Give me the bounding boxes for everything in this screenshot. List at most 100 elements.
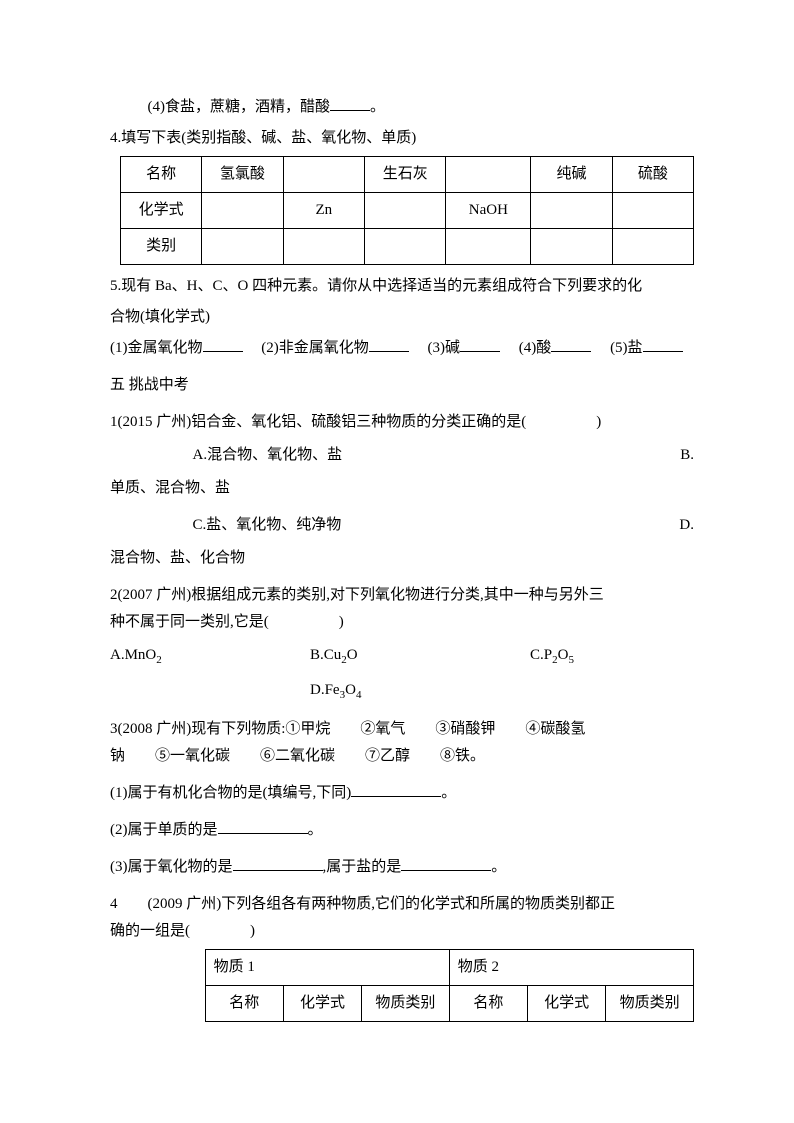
blank-fill[interactable] — [330, 95, 370, 111]
e1-d-label: D. — [679, 512, 694, 539]
item-4-line: (4)食盐，蔗糖，酒精，醋酸 。 — [110, 94, 694, 121]
blank-fill[interactable] — [203, 336, 243, 352]
e2-c: C.P2O5 — [530, 642, 574, 671]
t1-cell[interactable] — [202, 193, 283, 229]
t2-empty — [150, 949, 205, 985]
t1-cell[interactable] — [531, 193, 612, 229]
t1-cell: 类别 — [121, 229, 202, 265]
t2-h1: 物质 1 — [205, 949, 449, 985]
blank-fill[interactable] — [643, 336, 683, 352]
e1-stem: 1(2015 广州)铝合金、氧化铝、硫酸铝三种物质的分类正确的是( — [110, 414, 526, 430]
blank-fill[interactable] — [460, 336, 500, 352]
t1-cell[interactable] — [202, 229, 283, 265]
e2-stem2-wrap: 种不属于同一类别,它是() — [110, 609, 694, 636]
e2-stem2: 种不属于同一类别,它是( — [110, 614, 269, 630]
e2-d-mid: O — [345, 682, 356, 698]
q5-stem2: 合物(填化学式) — [110, 304, 694, 331]
t2-c: 化学式 — [283, 985, 361, 1021]
q5-parts: (1)金属氧化物 (2)非金属氧化物 (3)碱 (4)酸 (5)盐 — [110, 335, 694, 362]
t1-cell[interactable] — [612, 193, 693, 229]
e4-table: 物质 1 物质 2 名称 化学式 物质类别 名称 化学式 物质类别 — [150, 949, 694, 1022]
e2-stem1: 2(2007 广州)根据组成元素的类别,对下列氧化物进行分类,其中一种与另外三 — [110, 582, 694, 609]
e2-c-mid: O — [558, 647, 569, 663]
e3-p1a: (1)属于有机化合物的是(填编号,下同) — [110, 785, 351, 801]
q5-stem1: 5.现有 Ba、H、C、O 四种元素。请你从中选择适当的元素组成符合下列要求的化 — [110, 273, 694, 300]
e3-p3b: ,属于盐的是 — [323, 859, 402, 875]
q5-p3: (3)碱 — [428, 340, 461, 356]
t1-cell[interactable] — [283, 229, 365, 265]
blank-fill[interactable] — [351, 781, 441, 797]
q5-p2: (2)非金属氧化物 — [261, 340, 369, 356]
t1-cell[interactable] — [446, 229, 531, 265]
e1-a: A.混合物、氧化物、盐 — [110, 442, 680, 469]
q5-p4: (4)酸 — [519, 340, 552, 356]
t2-h2: 物质 2 — [449, 949, 693, 985]
e3-p1b: 。 — [441, 785, 456, 801]
t1-cell: 纯碱 — [531, 157, 612, 193]
t1-cell: 化学式 — [121, 193, 202, 229]
e1-row-cd: C.盐、氧化物、纯净物 D. — [110, 512, 694, 539]
e2-d-t: D.Fe — [310, 682, 340, 698]
t1-cell: 生石灰 — [365, 157, 446, 193]
e2-c-t: C.P — [530, 647, 552, 663]
e2-a-sub: 2 — [156, 654, 162, 666]
t2-empty — [150, 985, 205, 1021]
e2-opts: A.MnO2 B.Cu2O C.P2O5 — [110, 642, 694, 671]
t1-cell: 名称 — [121, 157, 202, 193]
t2-c: 名称 — [449, 985, 527, 1021]
e3-p2a: (2)属于单质的是 — [110, 822, 218, 838]
e3-p3: (3)属于氧化物的是 ,属于盐的是 。 — [110, 854, 694, 881]
item-4-suffix: 。 — [370, 99, 385, 115]
e3-stem1: 3(2008 广州)现有下列物质:①甲烷 ②氧气 ③硝酸钾 ④碳酸氢 — [110, 716, 694, 743]
e2-a-t: A.MnO — [110, 647, 156, 663]
e2-b-tail: O — [347, 647, 358, 663]
t1-cell: NaOH — [446, 193, 531, 229]
e1-b: 单质、混合物、盐 — [110, 475, 694, 502]
exam-1: 1(2015 广州)铝合金、氧化铝、硫酸铝三种物质的分类正确的是() — [110, 409, 694, 436]
exam-3: 3(2008 广州)现有下列物质:①甲烷 ②氧气 ③硝酸钾 ④碳酸氢 钠 ⑤一氧… — [110, 716, 694, 770]
t1-cell: 硫酸 — [612, 157, 693, 193]
t2-c: 化学式 — [528, 985, 606, 1021]
e2-a: A.MnO2 — [110, 642, 310, 671]
t2-c: 名称 — [205, 985, 283, 1021]
e2-c-sub2: 5 — [568, 654, 574, 666]
e2-b: B.Cu2O — [310, 642, 530, 671]
e3-p2b: 。 — [308, 822, 323, 838]
e3-p2: (2)属于单质的是 。 — [110, 817, 694, 844]
exam-4: 4 (2009 广州)下列各组各有两种物质,它们的化学式和所属的物质类别都正 确… — [110, 891, 694, 945]
e1-b-label: B. — [680, 442, 694, 469]
section-5-title: 五 挑战中考 — [110, 372, 694, 399]
t1-cell: 氢氯酸 — [202, 157, 283, 193]
blank-fill[interactable] — [233, 855, 323, 871]
e2-b-t: B.Cu — [310, 647, 341, 663]
e4-close: ) — [250, 923, 255, 939]
t1-cell[interactable] — [365, 229, 446, 265]
t1-cell[interactable] — [446, 157, 531, 193]
q5-p1: (1)金属氧化物 — [110, 340, 203, 356]
blank-fill[interactable] — [218, 818, 308, 834]
q5-p5: (5)盐 — [610, 340, 643, 356]
e4-stem1: 4 (2009 广州)下列各组各有两种物质,它们的化学式和所属的物质类别都正 — [110, 891, 694, 918]
blank-fill[interactable] — [369, 336, 409, 352]
t1-cell[interactable] — [283, 157, 365, 193]
e1-close: ) — [596, 414, 601, 430]
e1-d: 混合物、盐、化合物 — [110, 545, 694, 572]
e3-p3a: (3)属于氧化物的是 — [110, 859, 233, 875]
e4-stem2-wrap: 确的一组是() — [110, 918, 694, 945]
exam-2: 2(2007 广州)根据组成元素的类别,对下列氧化物进行分类,其中一种与另外三 … — [110, 582, 694, 636]
blank-fill[interactable] — [551, 336, 591, 352]
t2-c: 物质类别 — [606, 985, 694, 1021]
blank-fill[interactable] — [401, 855, 491, 871]
e3-p1: (1)属于有机化合物的是(填编号,下同) 。 — [110, 780, 694, 807]
e1-row-ab: A.混合物、氧化物、盐 B. — [110, 442, 694, 469]
t1-cell[interactable] — [365, 193, 446, 229]
item-4-text: (4)食盐，蔗糖，酒精，醋酸 — [148, 99, 331, 115]
t1-cell[interactable] — [531, 229, 612, 265]
e1-c: C.盐、氧化物、纯净物 — [110, 512, 679, 539]
t1-cell[interactable] — [612, 229, 693, 265]
e3-p3c: 。 — [491, 859, 506, 875]
e4-stem2: 确的一组是( — [110, 923, 190, 939]
t2-c: 物质类别 — [362, 985, 450, 1021]
q4-table: 名称 氢氯酸 生石灰 纯碱 硫酸 化学式 Zn NaOH 类别 — [120, 156, 694, 265]
e2-d-sub2: 4 — [356, 689, 362, 701]
